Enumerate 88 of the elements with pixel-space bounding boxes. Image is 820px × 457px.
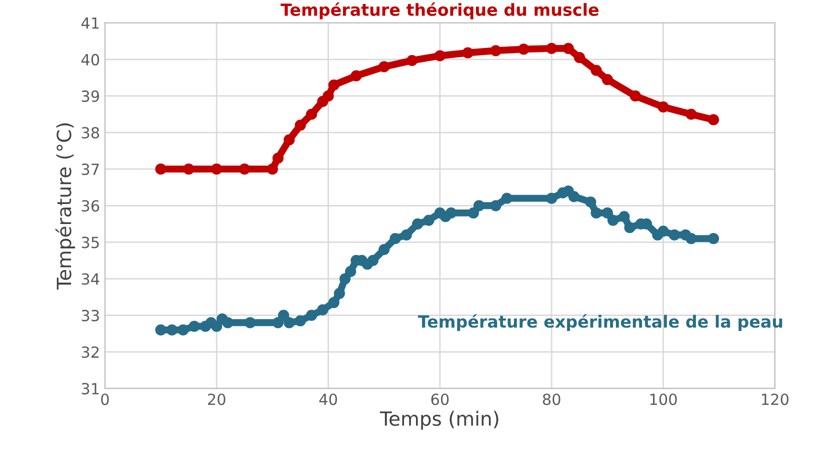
point xyxy=(546,192,558,204)
point xyxy=(272,317,284,328)
y-tick-label: 34 xyxy=(82,273,100,285)
point xyxy=(658,226,669,237)
point xyxy=(211,320,222,332)
y-tick-label: 33 xyxy=(82,310,99,322)
point xyxy=(339,273,351,284)
point xyxy=(618,211,630,222)
y-tick-label: 41 xyxy=(81,18,99,29)
point xyxy=(222,317,234,328)
point xyxy=(406,54,418,66)
point xyxy=(546,42,558,54)
point xyxy=(322,90,334,102)
point xyxy=(244,317,256,328)
point xyxy=(590,64,602,76)
point xyxy=(211,164,222,175)
x-tick-label: 40 xyxy=(319,394,337,406)
point xyxy=(585,196,596,208)
x-tick-label: 20 xyxy=(208,394,226,406)
y-tick-label: 35 xyxy=(82,236,99,248)
point xyxy=(306,108,318,120)
point xyxy=(434,50,446,62)
point xyxy=(367,254,378,266)
point xyxy=(473,200,485,212)
point xyxy=(624,222,636,234)
point xyxy=(708,233,720,244)
point xyxy=(490,45,502,56)
point xyxy=(602,74,613,86)
point xyxy=(412,218,424,230)
point xyxy=(284,317,295,328)
point xyxy=(266,164,278,175)
point xyxy=(400,229,412,240)
point xyxy=(155,324,166,336)
point xyxy=(284,134,295,146)
point xyxy=(188,320,200,332)
point xyxy=(468,207,479,219)
point xyxy=(328,296,340,308)
point xyxy=(238,164,250,175)
point xyxy=(668,229,680,240)
point xyxy=(602,207,613,219)
point xyxy=(590,207,602,219)
point xyxy=(317,304,328,316)
point xyxy=(334,288,345,299)
point xyxy=(378,61,390,72)
y-axis-title: Température (°C) xyxy=(56,123,76,290)
point xyxy=(178,324,189,336)
text: Température théorique du muscle xyxy=(280,2,598,20)
point xyxy=(686,108,697,120)
point xyxy=(345,266,356,278)
x-tick-label: 80 xyxy=(542,394,560,406)
point xyxy=(568,190,580,202)
point xyxy=(306,310,318,321)
point xyxy=(562,42,574,54)
point xyxy=(390,233,401,244)
x-tick-label: 120 xyxy=(762,394,788,406)
point xyxy=(166,324,178,336)
text: Température expérimentale de la peau xyxy=(418,314,782,332)
point xyxy=(607,214,619,226)
x-tick-label: 60 xyxy=(431,394,449,406)
point xyxy=(490,200,502,212)
point xyxy=(708,114,720,126)
point xyxy=(423,214,434,226)
y-tick-label: 36 xyxy=(82,200,100,212)
point xyxy=(378,244,390,256)
point xyxy=(630,90,641,102)
y-tick-label: 31 xyxy=(82,382,99,394)
point xyxy=(294,120,306,131)
x-tick-label: 100 xyxy=(650,394,677,406)
point xyxy=(462,47,474,58)
point xyxy=(294,315,306,326)
y-tick-label: 32 xyxy=(82,346,99,358)
x-axis-title: Temps (min) xyxy=(380,410,498,430)
y-tick-label: 37 xyxy=(82,164,99,176)
y-tick-label: 38 xyxy=(82,126,100,139)
point xyxy=(518,44,530,55)
point xyxy=(272,152,284,164)
point xyxy=(350,70,362,82)
point xyxy=(183,164,194,175)
y-tick-label: 39 xyxy=(82,90,100,102)
point xyxy=(501,192,512,204)
point xyxy=(328,79,340,91)
point xyxy=(446,207,457,219)
point xyxy=(574,52,586,64)
x-tick-label: 0 xyxy=(101,394,109,406)
point xyxy=(658,101,669,112)
point xyxy=(155,164,166,175)
y-tick-label: 40 xyxy=(81,54,100,66)
point xyxy=(686,233,697,244)
